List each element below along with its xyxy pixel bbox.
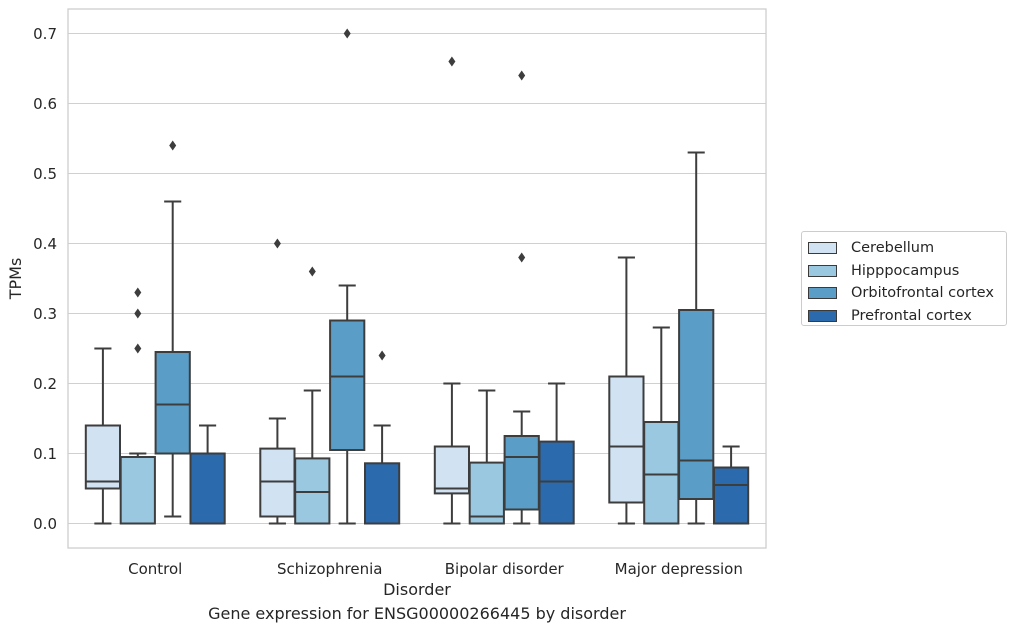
- outlier-point: [273, 238, 281, 249]
- outlier-point: [308, 266, 316, 277]
- box-iqr: [119, 456, 156, 525]
- outlier-point: [134, 308, 142, 319]
- y-tick-label: 0.5: [33, 165, 57, 183]
- y-tick-label: 0.3: [33, 305, 57, 323]
- legend-swatch: [808, 264, 837, 277]
- y-tick-label: 0.2: [33, 375, 57, 393]
- chart-caption: Gene expression for ENSG00000266445 by d…: [208, 604, 626, 623]
- legend-label: Hipppocampus: [851, 262, 960, 279]
- outlier-point: [518, 252, 526, 263]
- box-iqr: [294, 457, 331, 525]
- x-tick-label: Bipolar disorder: [445, 560, 565, 578]
- y-tick-label: 0.7: [33, 25, 57, 43]
- box-hipppocampus: [294, 266, 331, 525]
- x-tick-label: Major depression: [615, 560, 743, 578]
- box-prefrontal-cortex: [538, 382, 575, 525]
- box-iqr: [643, 421, 680, 525]
- box-prefrontal-cortex: [189, 424, 226, 525]
- x-tick-label: Control: [128, 560, 182, 578]
- box-orbitofrontal-cortex: [678, 151, 715, 525]
- legend-label: Orbitofrontal cortex: [851, 285, 994, 302]
- box-iqr: [538, 440, 575, 525]
- outlier-point: [448, 56, 456, 67]
- box-iqr: [433, 445, 471, 495]
- box-hipppocampus: [643, 326, 680, 525]
- y-tick-label: 0.4: [33, 235, 57, 253]
- legend-item: Hipppocampus: [808, 260, 1006, 283]
- box-iqr: [468, 461, 505, 525]
- box-iqr: [678, 309, 715, 500]
- legend: Cerebellum Hipppocampus Orbitofrontal cort…: [801, 231, 1007, 326]
- box-cerebellum: [433, 56, 471, 525]
- legend-item: Prefrontal cortex: [808, 305, 1006, 328]
- box-iqr: [712, 466, 750, 525]
- y-tick-label: 0.0: [33, 515, 57, 533]
- y-tick-label: 0.1: [33, 445, 57, 463]
- x-axis-title: Disorder: [383, 580, 451, 599]
- legend-label: Prefrontal cortex: [851, 307, 972, 324]
- legend-swatch: [808, 242, 837, 255]
- box-orbitofrontal-cortex: [329, 28, 366, 525]
- box-iqr: [363, 462, 401, 525]
- box-iqr: [84, 424, 122, 490]
- outlier-point: [134, 343, 142, 354]
- legend-item: Cerebellum: [808, 237, 1006, 260]
- box-orbitofrontal-cortex: [503, 70, 540, 525]
- box-hipppocampus: [468, 389, 505, 525]
- box-iqr: [259, 447, 296, 518]
- box-iqr: [503, 435, 540, 511]
- legend-item: Orbitofrontal cortex: [808, 282, 1006, 305]
- x-tick-label: Schizophrenia: [277, 560, 382, 578]
- box-cerebellum: [84, 347, 122, 525]
- y-tick-label: 0.6: [33, 95, 57, 113]
- plot-frame: [67, 8, 767, 549]
- outlier-point: [169, 140, 177, 151]
- outlier-point: [343, 28, 351, 39]
- box-iqr: [189, 452, 226, 525]
- box-iqr: [154, 351, 191, 455]
- box-iqr: [608, 375, 645, 504]
- outlier-point: [518, 70, 526, 81]
- box-cerebellum: [608, 256, 645, 525]
- axis-ticks: 0.0 0.1 0.2 0.3 0.4 0.5 0.6 0.7 Control Schizophr…: [33, 25, 743, 578]
- box-prefrontal-cortex: [712, 445, 750, 525]
- box-iqr: [329, 319, 366, 451]
- box-prefrontal-cortex: [363, 350, 401, 525]
- outlier-point: [134, 287, 142, 298]
- legend-swatch: [808, 287, 837, 300]
- box-plot-marks: [84, 28, 750, 525]
- box-hipppocampus: [119, 287, 156, 525]
- legend-label: Cerebellum: [851, 240, 935, 257]
- legend-swatch: [808, 309, 837, 322]
- box-cerebellum: [259, 238, 296, 525]
- y-axis-title: TPMs: [6, 258, 25, 301]
- box-orbitofrontal-cortex: [154, 140, 191, 518]
- outlier-point: [378, 350, 386, 361]
